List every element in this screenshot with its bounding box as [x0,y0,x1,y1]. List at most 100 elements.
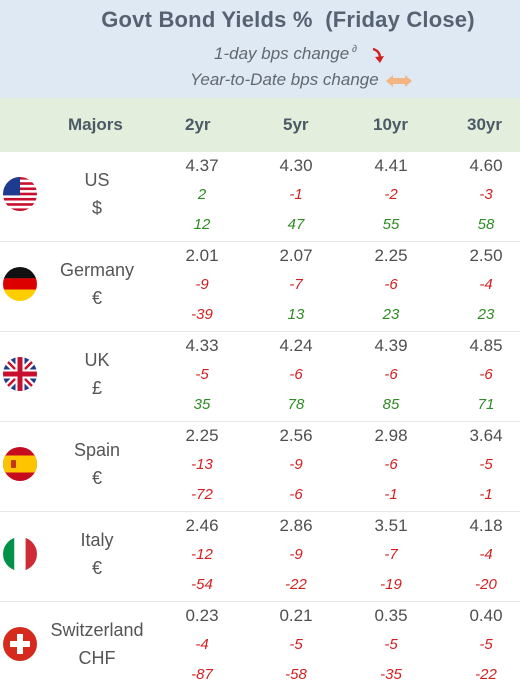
ytd-change: -22 [285,576,307,593]
yield-value: 0.23 [185,606,219,625]
day-change: -3 [479,186,493,203]
day-change: -7 [384,546,398,563]
currency-symbol: € [91,288,102,308]
yield-value: 4.85 [469,336,503,355]
day-change: -6 [384,456,398,473]
down-arrow-icon [372,47,384,63]
day-change: -4 [479,546,493,563]
yield-value: 0.40 [469,606,503,625]
country-name: Switzerland [50,620,144,640]
day-change: -6 [289,366,303,383]
legend-ytd: Year-to-Date bps change [190,70,379,89]
left-right-arrow-icon [386,75,412,87]
table-row: Italy €2.46 -12 -54 2.86 -9 -22 3.51 -7 -19 4.18 -4… [0,512,520,602]
yield-value: 4.41 [374,156,408,175]
column-header-row [0,98,520,152]
column-header-2yr: 2yr [185,115,211,134]
day-change: -5 [289,636,303,653]
yield-value: 3.51 [374,516,408,535]
day-change: -13 [191,456,213,473]
column-header-majors: Majors [68,115,123,134]
ytd-change: 12 [193,216,211,233]
switzerland-flag-icon [3,627,37,661]
legend-1day-label: 1-day bps change [214,44,350,63]
day-change: -5 [195,366,209,383]
ytd-change: 47 [287,216,305,233]
table-row: Spain €2.25 -13 -72 2.56 -9 -6 2.98 -6 -1 3.64 -5 -1 [0,422,520,512]
yield-value: 4.24 [279,336,313,355]
yield-value: 4.18 [469,516,503,535]
legend-1day-mark: ∂ [352,44,358,56]
page-title: Govt Bond Yields % (Friday Close) [101,7,475,32]
ytd-change: -58 [285,666,307,683]
ytd-change: 58 [477,216,495,233]
yield-value: 2.46 [185,516,219,535]
yield-value: 4.30 [279,156,313,175]
yield-value: 4.37 [185,156,219,175]
yield-value: 2.25 [185,426,219,445]
day-change: -5 [479,456,493,473]
table-row: Germany €2.01 -9 -39 2.07 -7 13 2.25 -6 23 2.50 -4 2… [0,242,520,332]
ytd-change: -1 [384,486,398,503]
country-name: US [84,170,110,190]
country-name: Spain [73,440,121,460]
table-row: Switzerland CHF 0.23 -4 -87 0.21 -5 -58 0.35 -5 -3… [0,602,520,687]
yield-value: 2.56 [279,426,313,445]
ytd-change: 23 [477,306,495,323]
title-banner: Govt Bond Yields % (Friday Close) 1-day … [0,0,520,98]
ytd-change: 55 [382,216,400,233]
day-change: -9 [289,456,303,473]
currency-symbol: CHF [78,648,116,668]
yield-value: 2.50 [469,246,503,265]
column-header-5yr: 5yr [283,115,309,134]
yield-value: 4.39 [374,336,408,355]
column-header-10yr: 10yr [373,115,408,134]
day-change: -6 [384,276,398,293]
yield-value: 4.60 [469,156,503,175]
ytd-change: 13 [287,306,305,323]
day-change: 2 [197,186,207,203]
ytd-change: 35 [193,396,211,413]
us-flag-icon [3,177,37,211]
ytd-change: 78 [287,396,305,413]
spain-flag-icon [3,447,37,481]
country-name: UK [84,350,110,370]
currency-symbol: € [91,468,102,488]
currency-symbol: £ [91,378,102,398]
ytd-change: 23 [382,306,400,323]
ytd-change: -20 [475,576,497,593]
yield-value: 2.25 [374,246,408,265]
ytd-change: -35 [380,666,402,683]
day-change: -6 [479,366,493,383]
day-change: -5 [479,636,493,653]
day-change: -12 [191,546,213,563]
uk-flag-icon [3,357,37,391]
ytd-change: -39 [191,306,213,323]
ytd-change: -6 [289,486,303,503]
country-name: Germany [59,260,135,280]
yield-value: 0.35 [374,606,408,625]
ytd-change: -1 [479,486,493,503]
currency-symbol: $ [91,198,102,218]
yield-value: 4.33 [185,336,219,355]
ytd-change: 85 [382,396,400,413]
day-change: -5 [384,636,398,653]
ytd-change: -72 [191,486,213,503]
day-change: -9 [195,276,209,293]
yield-value: 2.07 [279,246,313,265]
day-change: -6 [384,366,398,383]
day-change: -7 [289,276,303,293]
ytd-change: 71 [477,396,495,413]
yield-value: 2.01 [185,246,219,265]
day-change: -9 [289,546,303,563]
day-change: -4 [195,636,209,653]
column-header-30yr: 30yr [467,115,502,134]
ytd-change: -54 [191,576,213,593]
day-change: -4 [479,276,493,293]
yield-value: 3.64 [469,426,503,445]
legend-1day: 1-day bps change ∂ [214,44,357,64]
country-name: Italy [80,530,114,550]
italy-flag-icon [3,537,37,571]
yield-value: 2.86 [279,516,313,535]
ytd-change: -19 [380,576,402,593]
